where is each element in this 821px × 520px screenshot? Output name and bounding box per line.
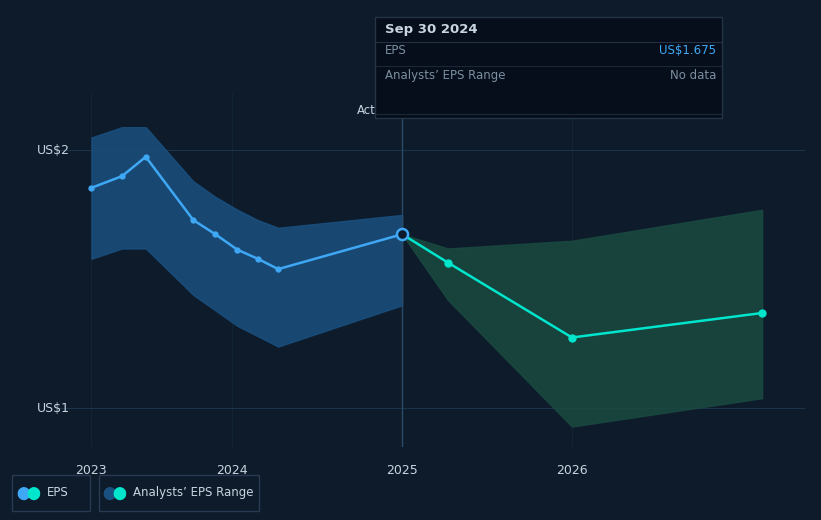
Text: No data: No data [670, 69, 716, 82]
Text: Analysts Forecasts: Analysts Forecasts [410, 104, 521, 117]
Text: Actual: Actual [356, 104, 393, 117]
Text: 2024: 2024 [217, 464, 248, 477]
Text: ⬤: ⬤ [112, 486, 127, 500]
Text: Analysts’ EPS Range: Analysts’ EPS Range [133, 487, 254, 499]
Text: Analysts’ EPS Range: Analysts’ EPS Range [385, 69, 506, 82]
Text: 2023: 2023 [76, 464, 108, 477]
Text: ⬤: ⬤ [16, 486, 30, 500]
Text: US$1.675: US$1.675 [659, 44, 716, 57]
Text: EPS: EPS [385, 44, 406, 57]
Text: 2025: 2025 [387, 464, 418, 477]
Text: Sep 30 2024: Sep 30 2024 [385, 23, 478, 36]
Text: US$2: US$2 [37, 144, 70, 157]
Text: US$1: US$1 [37, 402, 70, 415]
Text: EPS: EPS [47, 487, 68, 499]
Text: ⬤: ⬤ [26, 486, 41, 500]
Text: ⬤: ⬤ [102, 486, 117, 500]
Text: 2026: 2026 [556, 464, 588, 477]
